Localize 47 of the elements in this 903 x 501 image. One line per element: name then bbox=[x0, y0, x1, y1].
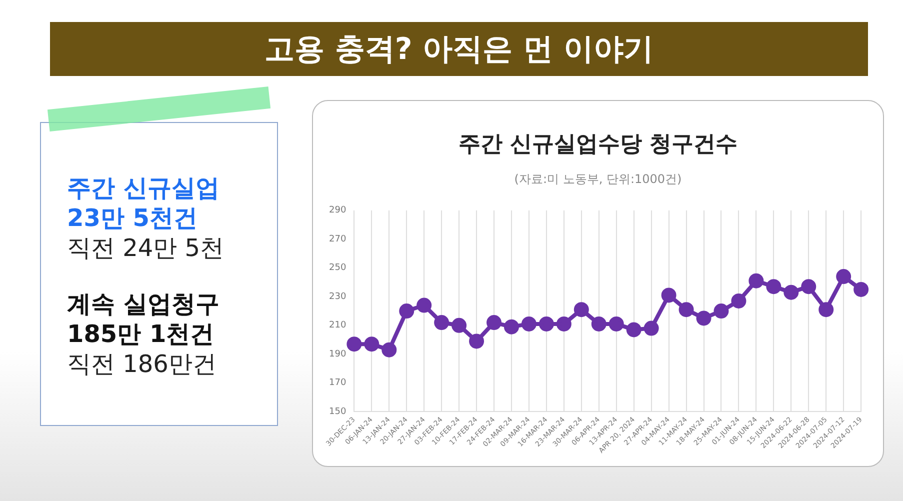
point bbox=[364, 336, 380, 352]
text: 계속 실업청구 bbox=[67, 289, 220, 319]
chart-subtitle: (자료:미 노동부, 단위:1000건) bbox=[513, 171, 683, 188]
text: 고용 충격? 아직은 먼 이야기 bbox=[264, 30, 654, 68]
text: 23만 5천건 bbox=[67, 203, 198, 233]
y-tick-label: 150 bbox=[328, 406, 346, 417]
point bbox=[556, 316, 572, 332]
point bbox=[346, 336, 362, 352]
point bbox=[854, 282, 869, 297]
y-tick-label: 210 bbox=[328, 320, 346, 331]
y-tick-label: 270 bbox=[328, 234, 346, 244]
point bbox=[382, 342, 397, 358]
y-tick-label: 250 bbox=[328, 263, 346, 274]
point bbox=[486, 315, 502, 330]
point bbox=[714, 304, 729, 319]
point bbox=[452, 318, 467, 333]
text: 직전 186만건 bbox=[67, 349, 218, 379]
y-tick-label: 230 bbox=[328, 292, 346, 302]
point bbox=[608, 316, 624, 332]
point bbox=[784, 284, 799, 300]
point bbox=[731, 293, 746, 308]
point bbox=[801, 279, 816, 294]
point bbox=[591, 316, 606, 332]
point bbox=[818, 302, 834, 318]
point bbox=[504, 319, 519, 334]
point bbox=[574, 302, 589, 318]
point bbox=[748, 273, 764, 288]
point bbox=[538, 316, 554, 332]
y-tick-label: 170 bbox=[328, 378, 346, 388]
point bbox=[521, 316, 536, 332]
y-tick-label: 290 bbox=[328, 206, 346, 216]
y-tick-label: 190 bbox=[328, 349, 346, 360]
point bbox=[469, 334, 484, 349]
point bbox=[626, 322, 642, 338]
point bbox=[644, 320, 659, 336]
chart-title: 주간 신규실업수당 청구건수 bbox=[457, 131, 739, 159]
point bbox=[696, 310, 712, 326]
point bbox=[836, 269, 852, 284]
point bbox=[416, 298, 432, 313]
point bbox=[661, 288, 676, 303]
point bbox=[399, 304, 414, 319]
text: 직전 24만 5천 bbox=[67, 233, 224, 263]
point bbox=[678, 302, 694, 318]
text: 185만 1천건 bbox=[67, 319, 216, 349]
point bbox=[766, 279, 782, 294]
text: 주간 신규실업 bbox=[67, 173, 220, 203]
point bbox=[434, 315, 450, 330]
